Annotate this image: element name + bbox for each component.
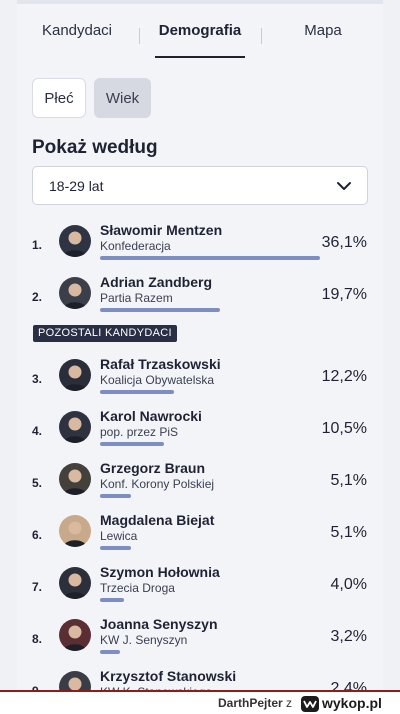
section-title: Pokaż według [32, 137, 158, 158]
candidate-name: Karol Nawrocki [100, 408, 202, 424]
candidate-name: Rafał Trzaskowski [100, 356, 221, 372]
candidate-avatar [59, 277, 91, 309]
candidate-rank: 6. [32, 528, 43, 542]
candidate-party: pop. przez PiS [100, 425, 179, 439]
candidate-result-bar [100, 256, 320, 260]
tab-demografia-label: Demografia [158, 22, 242, 39]
candidate-result-bar [100, 308, 220, 312]
candidate-row: 4. Karol Nawrocki pop. przez PiS 10,5% [17, 408, 383, 460]
candidate-name: Grzegorz Braun [100, 460, 206, 476]
tab-mapa[interactable]: Mapa [304, 22, 342, 39]
candidate-rank: 7. [32, 580, 43, 594]
footer-username[interactable]: DarthPejter [218, 696, 283, 710]
candidate-percent: 5,1% [330, 524, 367, 541]
filter-gender-button[interactable]: Płeć [32, 78, 86, 118]
candidate-avatar [59, 463, 91, 495]
candidate-rank: 5. [32, 476, 43, 490]
candidate-result-bar [100, 546, 131, 550]
candidate-avatar [59, 359, 91, 391]
candidate-percent: 3,2% [330, 628, 367, 645]
candidate-party: Koalicja Obywatelska [100, 373, 215, 387]
background-left [0, 0, 17, 714]
active-tab-underline [155, 56, 245, 58]
candidate-percent: 10,5% [321, 420, 367, 437]
footer-preposition: z [286, 696, 292, 710]
results-card: Kandydaci Demografia Mapa Płeć Wiek Poka… [17, 0, 383, 714]
candidate-percent: 5,1% [330, 472, 367, 489]
person-icon [63, 625, 87, 651]
other-candidates-badge: POZOSTALI KANDYDACI [33, 325, 177, 342]
person-icon [63, 283, 87, 309]
candidate-name: Adrian Zandberg [100, 274, 213, 290]
candidate-row: 3. Rafał Trzaskowski Koalicja Obywatelska 1… [17, 356, 383, 408]
candidate-rank: 2. [32, 290, 43, 304]
candidate-avatar [59, 515, 91, 547]
candidate-party: Trzecia Droga [100, 581, 175, 595]
person-icon [63, 573, 87, 599]
candidate-result-bar [100, 650, 120, 654]
candidate-rank: 8. [32, 632, 43, 646]
wykop-logo-icon [301, 696, 319, 712]
footer-bar: DarthPejter z wykop.pl [0, 690, 400, 714]
candidate-party: Lewica [100, 529, 138, 543]
candidate-result-bar [100, 494, 131, 498]
person-icon [63, 417, 87, 443]
candidate-name: Magdalena Biejat [100, 512, 215, 528]
candidate-party: Konf. Korony Polskiej [100, 477, 215, 491]
age-group-select[interactable]: 18-29 lat [32, 166, 368, 205]
tab-bar: Kandydaci Demografia Mapa [17, 0, 383, 62]
tab-demografia[interactable]: Demografia [155, 22, 245, 58]
candidate-party: Partia Razem [100, 291, 173, 305]
candidate-percent: 4,0% [330, 576, 367, 593]
candidate-row: 5. Grzegorz Braun Konf. Korony Polskiej 5,1… [17, 460, 383, 512]
candidate-avatar [59, 411, 91, 443]
candidate-percent: 12,2% [321, 368, 367, 385]
filter-age-button[interactable]: Wiek [94, 78, 151, 118]
candidate-party: Konfederacja [100, 239, 171, 253]
tab-kandydaci[interactable]: Kandydaci [41, 22, 113, 39]
candidate-row: 8. Joanna Senyszyn KW J. Senyszyn 3,2% [17, 616, 383, 668]
person-icon [63, 365, 87, 391]
candidate-rank: 4. [32, 424, 43, 438]
candidate-name: Joanna Senyszyn [100, 616, 218, 632]
candidate-party: KW J. Senyszyn [100, 633, 188, 647]
site-name: wykop.pl [322, 695, 382, 711]
candidate-row: 2. Adrian Zandberg Partia Razem 19,7% [17, 274, 383, 326]
candidate-rank: 1. [32, 238, 43, 252]
candidate-avatar [59, 225, 91, 257]
tab-separator [261, 28, 262, 44]
candidate-name: Krzysztof Stanowski [100, 668, 237, 684]
candidate-name: Sławomir Mentzen [100, 222, 223, 238]
candidate-result-bar [100, 442, 164, 446]
candidate-avatar [59, 567, 91, 599]
tab-separator [139, 28, 140, 44]
site-logo[interactable]: wykop.pl [300, 694, 398, 714]
candidate-name: Szymon Hołownia [100, 564, 220, 580]
candidate-row: 6. Magdalena Biejat Lewica 5,1% [17, 512, 383, 564]
candidate-percent: 19,7% [321, 286, 367, 303]
candidate-row: 1. Sławomir Mentzen Konfederacja 36,1% [17, 222, 383, 274]
person-icon [63, 521, 87, 547]
candidate-rank: 3. [32, 372, 43, 386]
candidate-row: 7. Szymon Hołownia Trzecia Droga 4,0% [17, 564, 383, 616]
background-right [383, 0, 400, 714]
candidate-avatar [59, 619, 91, 651]
person-icon [63, 469, 87, 495]
candidate-result-bar [100, 390, 174, 394]
candidate-result-bar [100, 598, 124, 602]
person-icon [63, 231, 87, 257]
candidate-percent: 36,1% [321, 234, 367, 251]
age-group-value: 18-29 lat [49, 178, 104, 194]
top-divider [17, 0, 383, 4]
chevron-down-icon [337, 182, 351, 190]
